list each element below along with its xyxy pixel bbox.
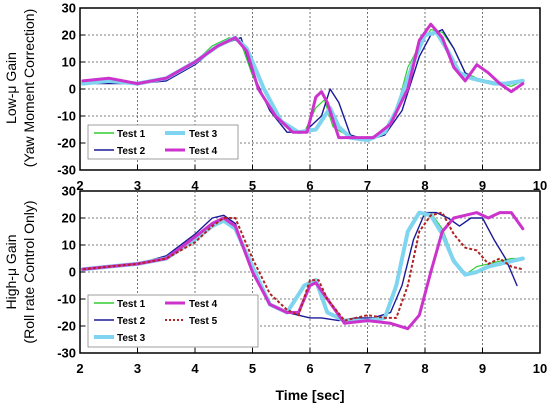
y-tick-label: 10 — [62, 238, 76, 253]
legend-label-test-2: Test 2 — [117, 316, 146, 327]
legend-label-test-1: Test 1 — [117, 129, 146, 140]
x-tick-label: 2 — [76, 178, 83, 193]
low-mu-panel: -30 -20 -10 0 10 20 30 2 3 4 5 6 7 8 9 10 Low-μ Gain (… — [3, 1, 547, 194]
y-tick-label: 0 — [69, 82, 76, 97]
x-tick-label: 9 — [479, 178, 486, 193]
y-tick-label: 0 — [69, 265, 76, 280]
series-line-test-5 — [82, 211, 524, 322]
x-tick-label: 9 — [479, 361, 486, 376]
series-group — [80, 22, 525, 143]
legend-label-test-4: Test 4 — [189, 299, 218, 310]
y-tick-label: 30 — [62, 184, 76, 199]
y-axis-label-line-1: Low-μ Gain — [3, 52, 19, 124]
y-tick-label: 30 — [62, 1, 76, 16]
y-tick-labels: -30 -20 -10 0 10 20 30 — [57, 184, 85, 361]
series-group — [80, 210, 525, 331]
legend-label-test-4: Test 4 — [189, 146, 218, 157]
x-tick-label: 6 — [306, 361, 313, 376]
y-tick-label: -30 — [57, 163, 76, 178]
x-tick-label: 4 — [191, 178, 199, 193]
y-tick-label: -30 — [57, 346, 76, 361]
x-tick-label: 4 — [191, 361, 199, 376]
x-tick-label: 10 — [533, 361, 547, 376]
x-tick-label: 7 — [364, 361, 371, 376]
series-line-test-3 — [80, 210, 525, 323]
x-tick-label: 2 — [76, 361, 83, 376]
legend-label-test-3: Test 3 — [189, 129, 218, 140]
x-tick-label: 5 — [249, 361, 256, 376]
x-tick-label: 10 — [533, 178, 547, 193]
y-axis-label-line-2: (Roll rate Control Only) — [21, 200, 37, 343]
y-tick-label: 20 — [62, 28, 76, 43]
x-tick-label: 3 — [134, 178, 141, 193]
x-tick-labels: 2 3 4 5 6 7 8 9 10 — [76, 348, 547, 376]
legend: Test 1 Test 4 Test 2 Test 5 Test 3 — [87, 294, 259, 348]
x-axis-label: Time [sec] — [276, 387, 345, 403]
x-tick-label: 8 — [421, 361, 428, 376]
legend-label-test-1: Test 1 — [117, 299, 146, 310]
x-tick-label: 7 — [364, 178, 371, 193]
legend: Test 1 Test 3 Test 2 Test 4 — [87, 124, 239, 160]
legend-label-test-5: Test 5 — [189, 316, 218, 327]
legend-label-test-2: Test 2 — [117, 146, 146, 157]
grid — [80, 8, 540, 170]
legend-label-test-3: Test 3 — [117, 333, 146, 344]
y-tick-label: 20 — [62, 211, 76, 226]
y-axis-label-line-2: (Yaw Moment Correction) — [21, 9, 37, 167]
y-tick-label: -10 — [57, 109, 76, 124]
x-tick-label: 6 — [306, 178, 313, 193]
x-tick-label: 5 — [249, 178, 256, 193]
y-tick-label: 10 — [62, 55, 76, 70]
x-tick-label: 3 — [134, 361, 141, 376]
y-tick-label: -10 — [57, 292, 76, 307]
y-tick-label: -20 — [57, 136, 76, 151]
series-line-test-4 — [81, 22, 525, 140]
y-tick-label: -20 — [57, 319, 76, 334]
x-tick-label: 8 — [421, 178, 428, 193]
series-line-test-2 — [82, 211, 518, 322]
x-tick-labels: 2 3 4 5 6 7 8 9 10 — [76, 165, 547, 193]
y-tick-labels: -30 -20 -10 0 10 20 30 — [57, 1, 85, 178]
y-axis-label-line-1: High-μ Gain — [3, 235, 19, 310]
legend-box — [87, 124, 239, 160]
